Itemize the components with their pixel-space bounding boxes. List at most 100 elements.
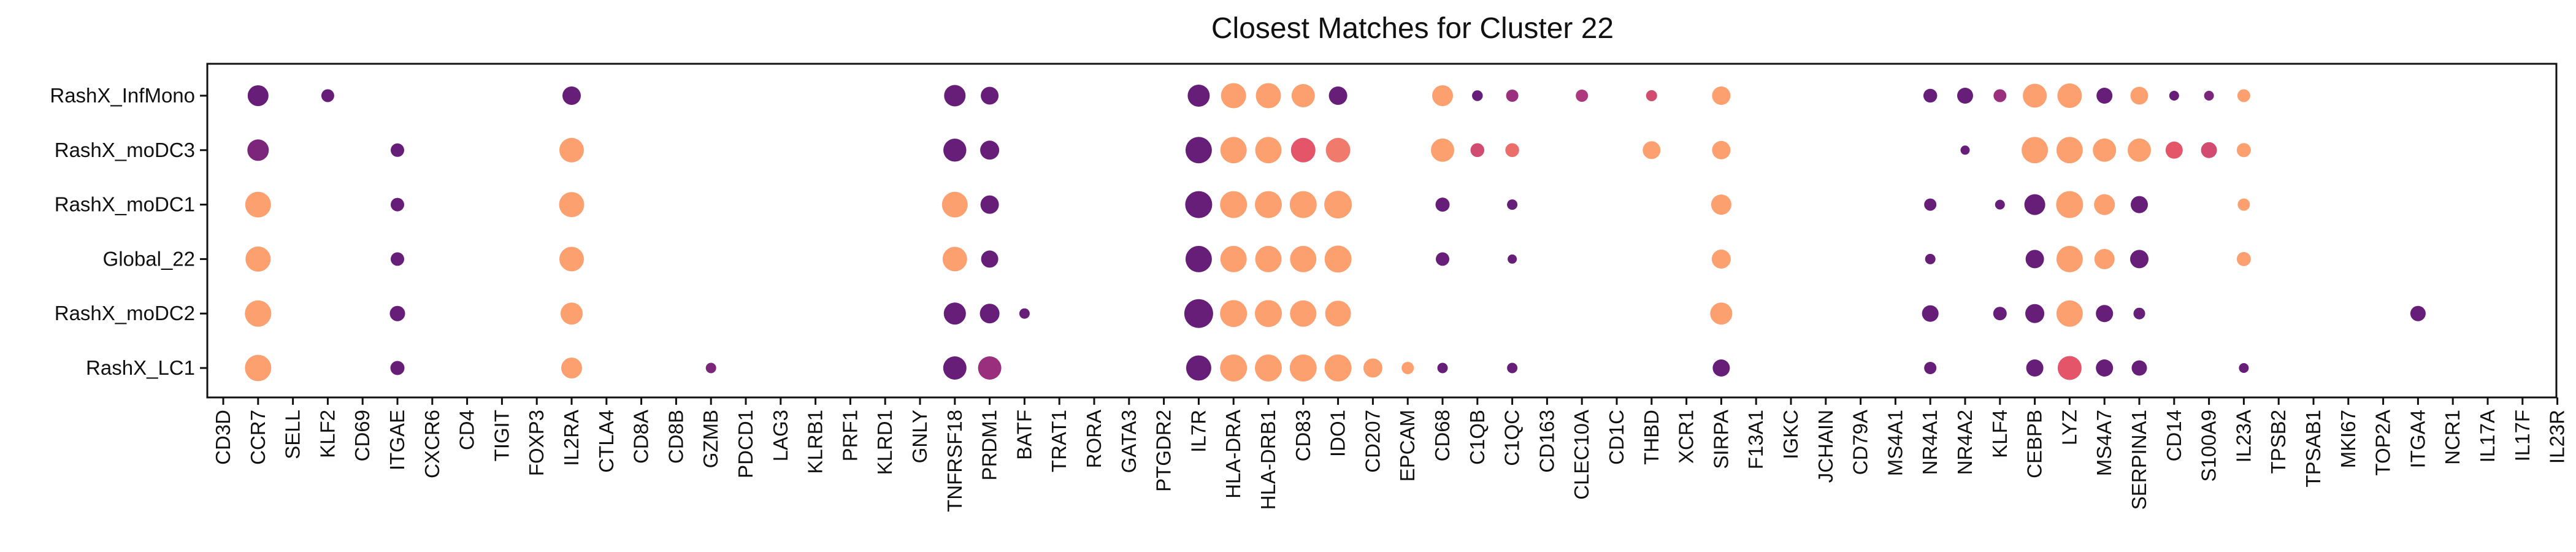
dot-point [2239, 363, 2249, 373]
dot-point [321, 89, 334, 102]
dot-point [1993, 307, 2007, 321]
dot-point [1325, 301, 1351, 327]
dot-point [2025, 304, 2045, 323]
dot-point [1401, 362, 1414, 374]
dot-point [1712, 86, 1731, 105]
x-tick-label: CD8B [664, 410, 687, 464]
dot-point [1925, 253, 1936, 264]
x-tick-label: IL23A [2232, 410, 2255, 462]
dot-point [391, 252, 404, 266]
dot-point [1255, 137, 1282, 164]
y-tick-label: RashX_moDC2 [55, 302, 195, 324]
x-tick-label: ITGAE [386, 410, 408, 470]
dot-point [245, 355, 272, 381]
x-tick-label: CTLA4 [595, 410, 618, 473]
x-tick-label: TPSAB1 [2302, 410, 2325, 488]
dot-point [2096, 305, 2114, 323]
dot-point [981, 250, 999, 268]
x-tick-label: NCR1 [2441, 410, 2464, 465]
y-tick-label: Global_22 [103, 247, 195, 270]
dot-point [2128, 138, 2151, 162]
dot-point [245, 191, 271, 218]
y-tick-label: RashX_moDC1 [55, 193, 195, 216]
dot-point [2130, 86, 2149, 105]
y-tick-label: RashX_InfMono [50, 84, 195, 107]
dot-point [2201, 142, 2217, 158]
x-tick-label: CD14 [2163, 410, 2185, 461]
dot-point [1185, 245, 1212, 272]
dot-point [1255, 245, 1282, 272]
x-tick-label: CD83 [1292, 410, 1314, 461]
dot-point [2236, 251, 2251, 266]
dot-point [705, 362, 716, 374]
dot-point [1507, 199, 1518, 210]
x-tick-label: SIRPA [1709, 410, 1732, 469]
dot-point [2096, 88, 2113, 104]
dot-point [1220, 245, 1247, 272]
x-tick-label: IL17F [2511, 410, 2534, 461]
dot-point [391, 197, 404, 212]
x-tick-label: EPCAM [1396, 410, 1419, 481]
x-tick-label: LAG3 [769, 410, 792, 461]
dot-point [1185, 191, 1213, 218]
dot-point [1711, 194, 1731, 215]
dot-point [1255, 355, 1282, 381]
dot-point [1710, 302, 1733, 325]
x-tick-label: KLF4 [1988, 410, 2011, 458]
dot-point [1291, 84, 1315, 107]
dot-point [1255, 300, 1282, 328]
dot-point [1325, 137, 1351, 163]
x-tick-label: HLA-DRA [1222, 410, 1244, 499]
x-tick-label: CEBPB [2023, 410, 2046, 478]
y-tick-label: RashX_LC1 [86, 356, 195, 379]
dot-point [941, 191, 968, 218]
dot-point [2130, 250, 2149, 269]
dot-point [1646, 90, 1657, 101]
dot-point [1643, 141, 1661, 159]
dot-point [2204, 91, 2214, 101]
x-tick-label: JCHAIN [1814, 410, 1837, 483]
dot-point [2056, 137, 2083, 164]
x-tick-label: TRAT1 [1048, 410, 1070, 472]
dot-point [979, 304, 1000, 324]
dot-point [1185, 137, 1212, 164]
dot-point [561, 358, 582, 378]
dot-point [2236, 143, 2251, 158]
dot-point [1019, 308, 1030, 319]
x-tick-label: GATA3 [1117, 410, 1140, 473]
x-tick-label: NR4A2 [1953, 410, 1976, 475]
dot-point [1432, 85, 1453, 106]
x-tick-label: THBD [1640, 410, 1663, 465]
x-tick-label: TOP2A [2372, 410, 2394, 476]
dot-point [1289, 355, 1317, 381]
x-tick-label: IL7R [1187, 410, 1209, 453]
x-tick-label: CD69 [351, 410, 374, 461]
dot-point [1290, 245, 1317, 272]
dot-point [390, 361, 405, 375]
dot-point [943, 356, 967, 380]
dot-point [1187, 85, 1210, 107]
dot-point [980, 195, 999, 214]
dot-point [2169, 91, 2179, 101]
dot-point [1220, 191, 1248, 218]
dot-point [1255, 83, 1281, 109]
dot-point [1255, 191, 1282, 218]
x-tick-label: CCR7 [247, 410, 269, 465]
dot-point [1957, 88, 1973, 104]
dot-point [1220, 137, 1247, 164]
x-tick-label: TIGIT [490, 410, 513, 461]
x-tick-label: CD3D [212, 410, 234, 465]
dot-point [391, 143, 404, 157]
x-tick-label: CD68 [1431, 410, 1454, 461]
x-tick-label: CLEC10A [1570, 410, 1593, 500]
dot-point [1328, 86, 1347, 105]
dot-point [561, 302, 583, 325]
dot-point [1220, 355, 1248, 381]
dot-point [943, 139, 967, 162]
dot-point [1576, 90, 1589, 102]
x-tick-label: NR4A1 [1919, 410, 1941, 475]
x-tick-label: CD163 [1535, 410, 1558, 473]
dot-point [245, 246, 271, 272]
dot-point [245, 300, 272, 327]
